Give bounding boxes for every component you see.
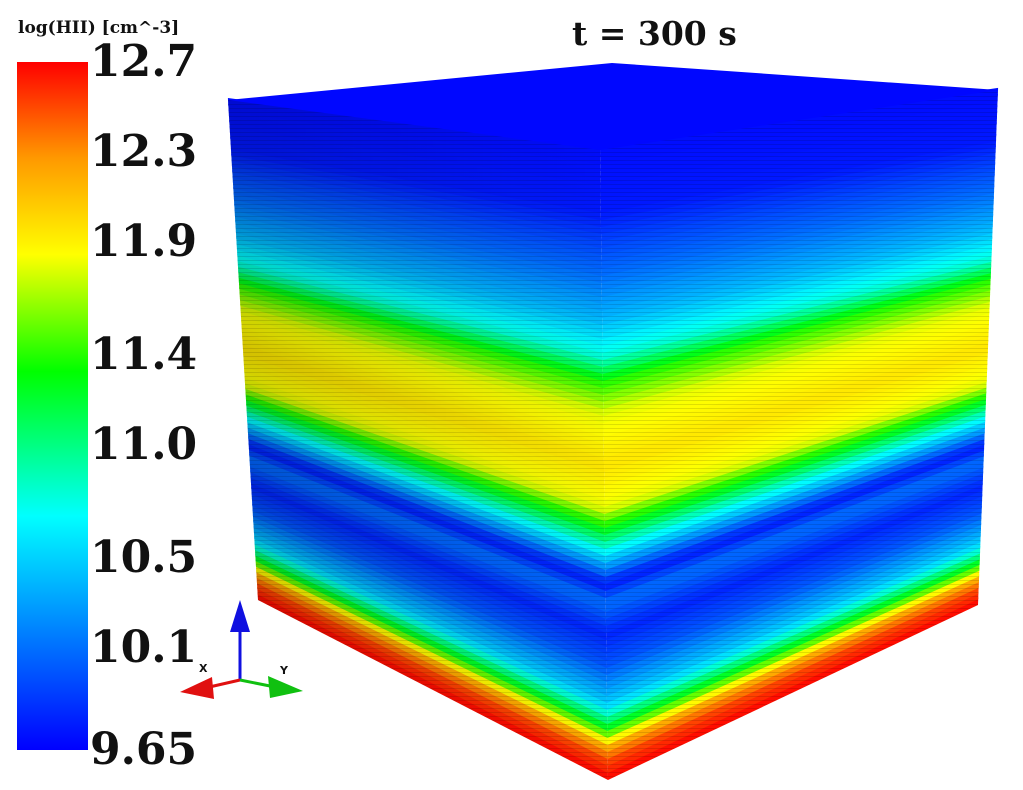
cube-right-texture	[600, 90, 998, 780]
y-axis-cone	[268, 676, 303, 698]
cube	[227, 63, 999, 780]
y-axis-label: Y	[280, 664, 288, 677]
time-label: t = 300 s	[572, 14, 737, 53]
cube-left-texture	[228, 100, 608, 780]
colorbar-tick-label: 12.7	[90, 36, 198, 87]
colorbar-tick-label: 10.1	[90, 622, 198, 674]
colorbar-tick-label: 11.9	[90, 216, 198, 268]
x-axis-label: X	[199, 662, 208, 675]
colorbar-gradient	[17, 62, 88, 750]
colorbar-tick-label: 12.3	[90, 126, 198, 178]
colorbar-tick-label: 10.5	[90, 532, 198, 584]
colorbar-tick-label: 11.4	[90, 329, 198, 381]
z-axis-cone	[230, 600, 250, 632]
x-axis-cone	[180, 677, 214, 699]
cube-top-face	[228, 63, 998, 150]
colorbar	[17, 62, 88, 750]
colorbar-title: log(HII) [cm^-3]	[18, 18, 180, 38]
colorbar-tick-label: 11.0	[90, 419, 198, 471]
orientation-triad	[180, 600, 303, 699]
colorbar-tick-label: 9.65	[90, 724, 198, 775]
